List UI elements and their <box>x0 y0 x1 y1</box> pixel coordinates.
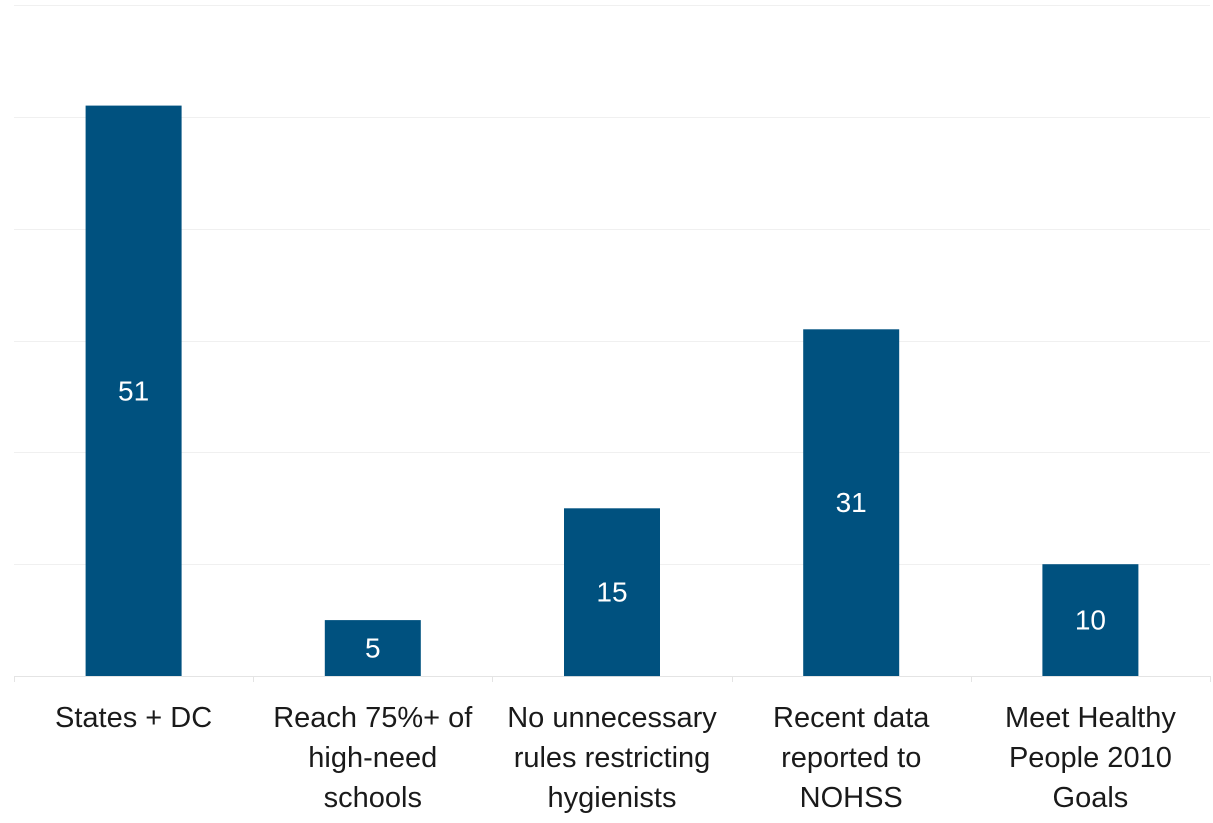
gridlines <box>14 5 1211 682</box>
category-label-line: rules restricting <box>514 742 711 774</box>
category-label-5: Meet Healthy People 2010 Goals <box>1005 702 1176 814</box>
data-label-2: 5 <box>365 633 381 664</box>
data-label-5: 10 <box>1075 605 1106 636</box>
category-label-line: No unnecessary <box>507 702 717 734</box>
category-label-line: NOHSS <box>800 782 903 814</box>
category-label-line: Meet Healthy <box>1005 702 1176 734</box>
bar-3 <box>564 508 660 677</box>
category-label-1: States + DC <box>55 702 212 734</box>
category-label-4: Recent data reported to NOHSS <box>773 702 930 814</box>
category-label-line: high-need <box>308 742 437 774</box>
category-label-line: Recent data <box>773 702 930 734</box>
data-label-1: 51 <box>118 375 149 406</box>
category-label-line: People 2010 <box>1009 742 1172 774</box>
data-label-3: 15 <box>596 577 627 608</box>
category-label-3: No unnecessary rules restricting hygienist… <box>507 702 717 814</box>
category-labels: States + DC Reach 75%+ of high-need schools… <box>55 702 1176 814</box>
bars <box>85 105 1139 677</box>
data-labels: 51 5 15 31 10 <box>118 375 1106 663</box>
category-label-2: Reach 75%+ of high-need schools <box>273 702 473 814</box>
category-label-line: reported to <box>781 742 921 774</box>
bar-1 <box>85 105 182 677</box>
bar-5 <box>1042 564 1139 676</box>
category-label-line: hygienists <box>548 782 677 814</box>
bar-4 <box>803 329 900 676</box>
category-label-line: States + DC <box>55 702 212 734</box>
category-label-line: schools <box>324 782 422 814</box>
bar-2 <box>324 620 421 676</box>
data-label-4: 31 <box>836 487 867 518</box>
category-label-line: Reach 75%+ of <box>273 702 473 734</box>
category-label-line: Goals <box>1053 782 1129 814</box>
